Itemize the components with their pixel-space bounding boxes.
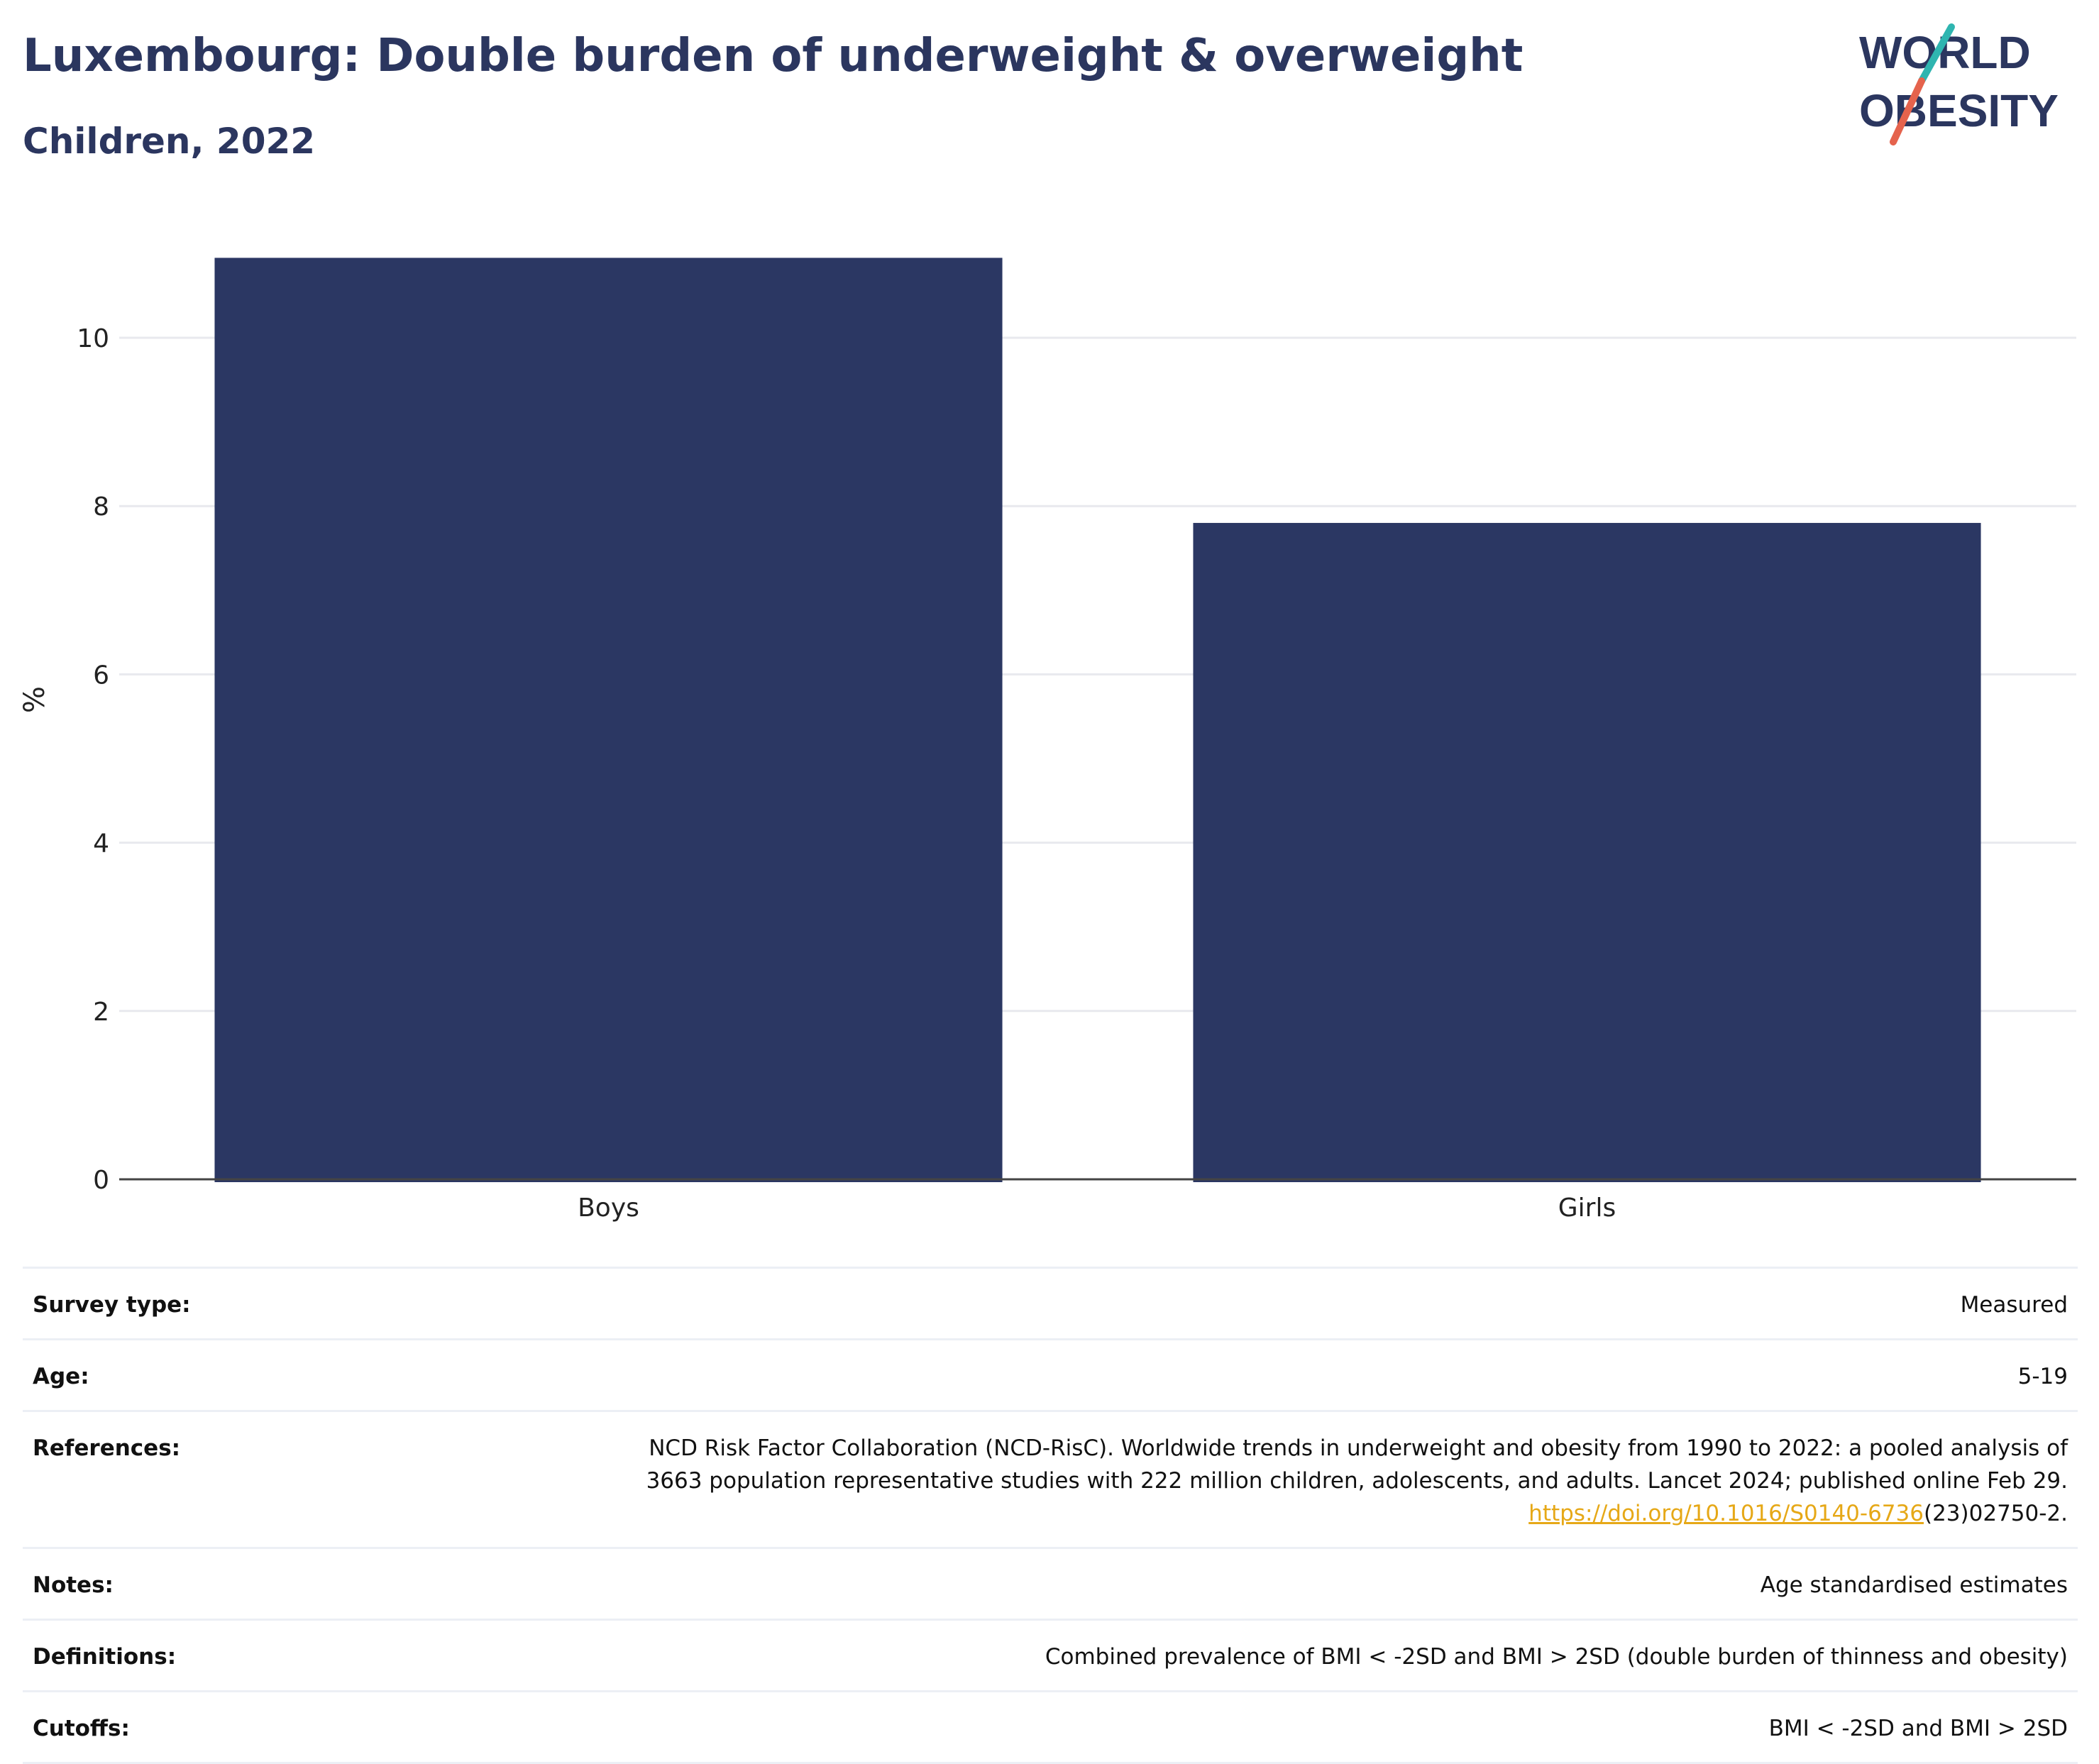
metadata-key: Survey type:: [33, 1292, 191, 1318]
page-subtitle: Children, 2022: [23, 121, 316, 162]
reference-line-1: NCD Risk Factor Collaboration (NCD-RisC)…: [649, 1435, 2068, 1461]
doi-suffix: (23)02750-2.: [1923, 1501, 2068, 1526]
metadata-value: BMI < -2SD and BMI > 2SD: [1768, 1716, 2068, 1741]
doi-link[interactable]: https://doi.org/10.1016/S0140-6736: [1528, 1501, 1924, 1526]
metadata-row-age: Age: 5-19: [23, 1340, 2078, 1412]
metadata-value: 5-19: [2017, 1364, 2068, 1389]
bar-chart: 0 2 4 6 8 10 Boys Girls %: [18, 258, 2076, 1223]
metadata-key: Definitions:: [33, 1644, 177, 1670]
svg-text:OBESITY: OBESITY: [1859, 85, 2059, 136]
y-axis-title: %: [18, 686, 51, 713]
metadata-row-survey-type: Survey type: Measured: [23, 1269, 2078, 1340]
metadata-row-references: References: NCD Risk Factor Collaboratio…: [23, 1412, 2078, 1549]
metadata-table: Survey type: Measured Age: 5-19 Referenc…: [23, 1267, 2078, 1764]
metadata-value: Combined prevalence of BMI < -2SD and BM…: [1045, 1644, 2068, 1670]
x-tick-label: Boys: [578, 1194, 639, 1223]
metadata-key: Age:: [33, 1364, 89, 1389]
x-tick-labels: Boys Girls: [578, 1194, 1616, 1223]
metadata-value: NCD Risk Factor Collaboration (NCD-RisC)…: [646, 1432, 2068, 1530]
metadata-value: Age standardised estimates: [1760, 1572, 2068, 1598]
metadata-key: Notes:: [33, 1572, 114, 1598]
y-tick-label: 4: [93, 829, 109, 859]
metadata-row-definitions: Definitions: Combined prevalence of BMI …: [23, 1621, 2078, 1692]
metadata-row-cutoffs: Cutoffs: BMI < -2SD and BMI > 2SD: [23, 1692, 2078, 1764]
page-title: Luxembourg: Double burden of underweight…: [23, 30, 1524, 82]
y-tick-label: 6: [93, 661, 109, 690]
y-tick-label: 10: [77, 324, 109, 353]
bars: [214, 258, 1981, 1182]
metadata-row-notes: Notes: Age standardised estimates: [23, 1549, 2078, 1621]
y-tick-label: 8: [93, 492, 109, 522]
metadata-key: References:: [33, 1435, 181, 1461]
y-tick-label: 0: [93, 1166, 109, 1195]
y-tick-label: 2: [93, 998, 109, 1027]
bar-girls: [1193, 522, 1981, 1182]
metadata-value: Measured: [1960, 1292, 2068, 1318]
x-tick-label: Girls: [1558, 1194, 1616, 1223]
bar-boys: [214, 258, 1003, 1182]
y-tick-labels: 0 2 4 6 8 10: [77, 324, 109, 1195]
reference-line-2: 3663 population representative studies w…: [646, 1468, 2068, 1494]
metadata-key: Cutoffs:: [33, 1716, 130, 1741]
world-obesity-logo: WORLD OBESITY: [1859, 23, 2059, 145]
